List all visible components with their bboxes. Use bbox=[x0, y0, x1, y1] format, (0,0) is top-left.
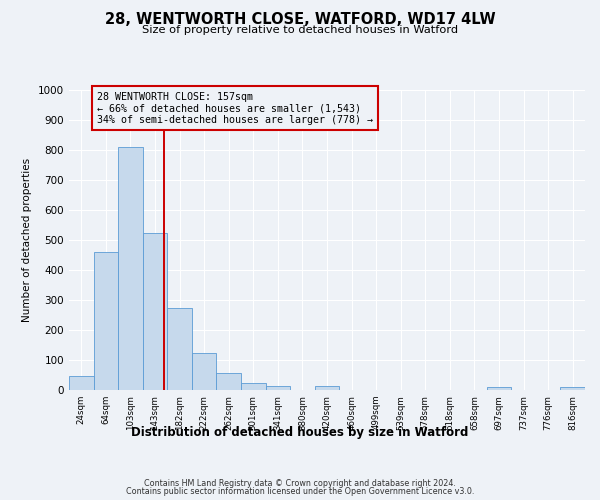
Bar bbox=[192, 353, 217, 390]
Text: Contains public sector information licensed under the Open Government Licence v3: Contains public sector information licen… bbox=[126, 487, 474, 496]
Text: Size of property relative to detached houses in Watford: Size of property relative to detached ho… bbox=[142, 25, 458, 35]
Bar bbox=[167, 308, 192, 390]
Bar bbox=[69, 376, 94, 390]
Bar bbox=[241, 383, 266, 390]
Bar bbox=[315, 386, 339, 390]
Y-axis label: Number of detached properties: Number of detached properties bbox=[22, 158, 32, 322]
Text: 28, WENTWORTH CLOSE, WATFORD, WD17 4LW: 28, WENTWORTH CLOSE, WATFORD, WD17 4LW bbox=[104, 12, 496, 28]
Text: Distribution of detached houses by size in Watford: Distribution of detached houses by size … bbox=[131, 426, 469, 439]
Bar bbox=[487, 387, 511, 390]
Bar bbox=[217, 372, 241, 390]
Bar bbox=[118, 147, 143, 390]
Bar bbox=[94, 252, 118, 390]
Bar bbox=[266, 386, 290, 390]
Text: Contains HM Land Registry data © Crown copyright and database right 2024.: Contains HM Land Registry data © Crown c… bbox=[144, 478, 456, 488]
Bar bbox=[143, 234, 167, 390]
Bar bbox=[560, 387, 585, 390]
Text: 28 WENTWORTH CLOSE: 157sqm
← 66% of detached houses are smaller (1,543)
34% of s: 28 WENTWORTH CLOSE: 157sqm ← 66% of deta… bbox=[97, 92, 373, 124]
